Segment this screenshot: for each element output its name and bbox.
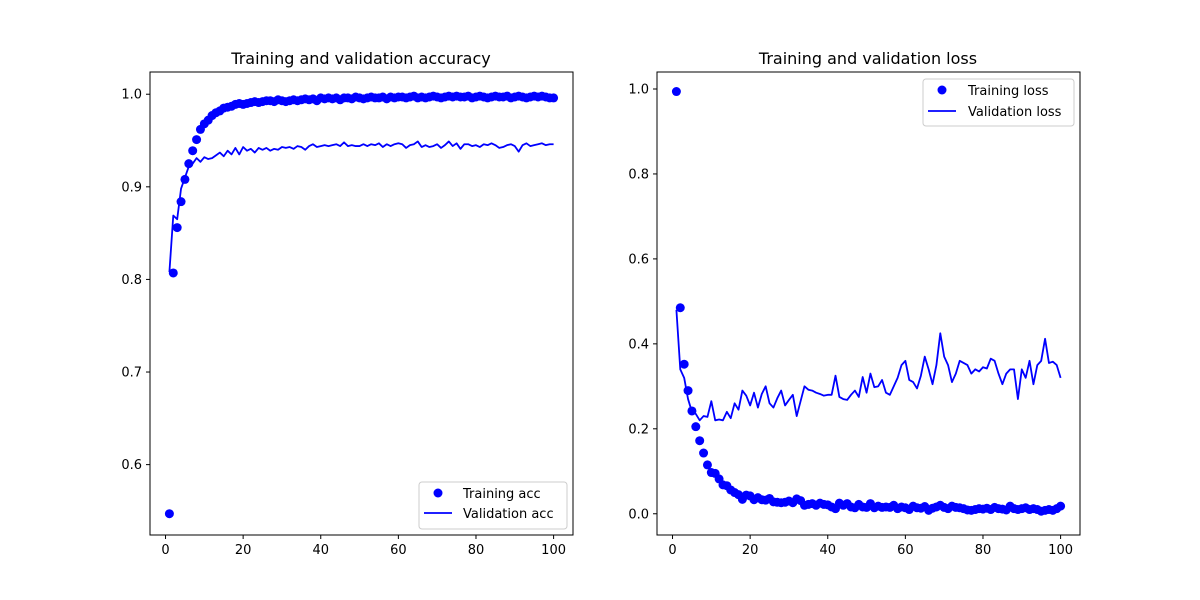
loss-axis-ticks: 0 20 40 60 80 100 0.0 0.2 0.4 0.6 0.8 1.0	[628, 82, 1073, 558]
loss-y-tick-label: 0.0	[628, 507, 649, 522]
loss-y-tick-label: 1.0	[628, 82, 649, 97]
accuracy-y-tick-label: 1.0	[121, 88, 142, 103]
loss-legend-validation-label: Validation loss	[968, 105, 1062, 120]
accuracy-training-acc-point	[188, 146, 198, 156]
accuracy-training-acc-point	[176, 197, 186, 207]
loss-y-tick-label: 0.4	[628, 337, 649, 352]
loss-training-loss-point	[699, 448, 709, 458]
accuracy-training-acc-point	[172, 223, 182, 233]
loss-legend-box	[922, 78, 1075, 127]
accuracy-y-tick-label: 0.9	[121, 180, 142, 195]
loss-training-loss-point	[679, 359, 689, 369]
loss-training-loss-point	[683, 386, 693, 396]
accuracy-x-tick-label: 60	[390, 543, 407, 558]
loss-training-loss-point	[702, 460, 712, 470]
loss-legend-training-label: Training loss	[967, 84, 1049, 99]
loss-plot-area	[671, 87, 1066, 516]
accuracy-y-tick-label: 0.7	[121, 366, 142, 381]
loss-y-tick-label: 0.8	[628, 167, 649, 182]
loss-x-tick-label: 20	[742, 543, 759, 558]
loss-x-tick-label: 40	[819, 543, 836, 558]
loss-y-tick-label: 0.6	[628, 252, 649, 267]
accuracy-training-acc-point	[549, 93, 559, 103]
loss-validation-loss-line	[675, 309, 1062, 422]
loss-x-tick-label: 100	[1048, 543, 1073, 558]
accuracy-legend-box	[418, 481, 568, 530]
loss-axes-frame	[656, 71, 1081, 536]
loss-training-loss-point	[695, 436, 705, 446]
accuracy-training-acc-point	[192, 135, 202, 145]
loss-x-tick-label: 80	[975, 543, 992, 558]
loss-chart: Training and validation loss 0 20 40 60 80 10…	[628, 49, 1081, 558]
accuracy-training-acc-point	[168, 268, 178, 278]
accuracy-axes-frame	[149, 71, 574, 536]
accuracy-x-tick-label: 80	[468, 543, 485, 558]
loss-training-loss-point	[691, 422, 701, 432]
loss-y-tick-label: 0.2	[628, 422, 649, 437]
loss-training-loss-point	[671, 87, 681, 97]
loss-legend: Training loss Validation loss	[922, 78, 1075, 127]
loss-training-loss-point	[1056, 501, 1066, 511]
loss-x-tick-label: 60	[897, 543, 914, 558]
accuracy-legend-training-label: Training acc	[462, 487, 541, 502]
accuracy-x-tick-label: 0	[161, 543, 169, 558]
accuracy-legend-validation-label: Validation acc	[463, 507, 554, 522]
accuracy-legend-marker	[433, 488, 443, 498]
accuracy-y-tick-label: 0.8	[121, 273, 142, 288]
accuracy-x-tick-label: 40	[312, 543, 329, 558]
accuracy-axis-ticks: 0 20 40 60 80 100 0.6 0.7 0.8 0.9 1.0	[121, 88, 566, 558]
accuracy-training-acc-point	[164, 509, 174, 519]
accuracy-x-tick-label: 100	[541, 543, 566, 558]
accuracy-legend: Training acc Validation acc	[418, 481, 568, 530]
accuracy-y-tick-label: 0.6	[121, 458, 142, 473]
loss-training-loss-point	[675, 303, 685, 313]
accuracy-chart: Training and validation accuracy 0 20 40 60…	[121, 49, 574, 558]
loss-legend-marker	[937, 85, 947, 95]
accuracy-chart-title: Training and validation accuracy	[230, 49, 490, 68]
accuracy-x-tick-label: 20	[235, 543, 252, 558]
accuracy-plot-area	[164, 91, 559, 519]
loss-x-tick-label: 0	[668, 543, 676, 558]
loss-chart-title: Training and validation loss	[758, 49, 977, 68]
accuracy-validation-acc-line	[168, 140, 554, 273]
